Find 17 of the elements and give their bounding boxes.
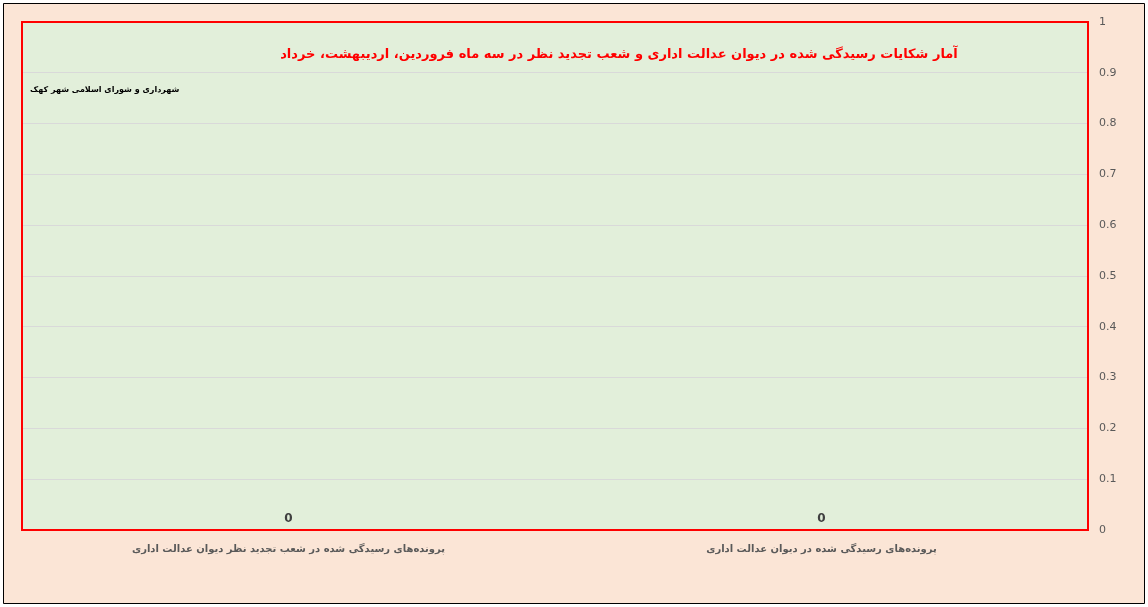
y-tick-label: 0 bbox=[1099, 522, 1106, 536]
text: آمار شکایات رسیدگی شده در دیوان عدالت اداری و شعب تجدید نظر در سه ماه فروردین، اردیبهشت، خرداد bbox=[280, 45, 959, 62]
x-tick-label: پرونده‌های رسیدگی شده در شعب تجدید نظر دیوان عدالت اداری bbox=[131, 541, 446, 555]
y-tick-label: 0.9 bbox=[1099, 65, 1117, 79]
data-label: 0 bbox=[817, 511, 826, 526]
annotation: شهرداری و شورای اسلامی شهر کهک bbox=[30, 85, 180, 95]
y-tick-label: 0.8 bbox=[1099, 116, 1117, 130]
y-tick-label: 0.5 bbox=[1099, 268, 1117, 282]
y-tick-label: 0.7 bbox=[1099, 167, 1117, 181]
y-tick-label: 1 bbox=[1099, 14, 1106, 28]
y-tick-label: 0.2 bbox=[1099, 421, 1117, 435]
y-tick-label: 0.4 bbox=[1099, 319, 1117, 333]
y-tick-label: 0.6 bbox=[1099, 218, 1117, 232]
y-tick-label: 0.1 bbox=[1099, 472, 1117, 486]
data-label: 0 bbox=[284, 511, 293, 526]
x-tick-label: پرونده‌های رسیدگی شده در دیوان عدالت اداری bbox=[706, 541, 938, 555]
y-tick-label: 0.3 bbox=[1099, 370, 1117, 384]
